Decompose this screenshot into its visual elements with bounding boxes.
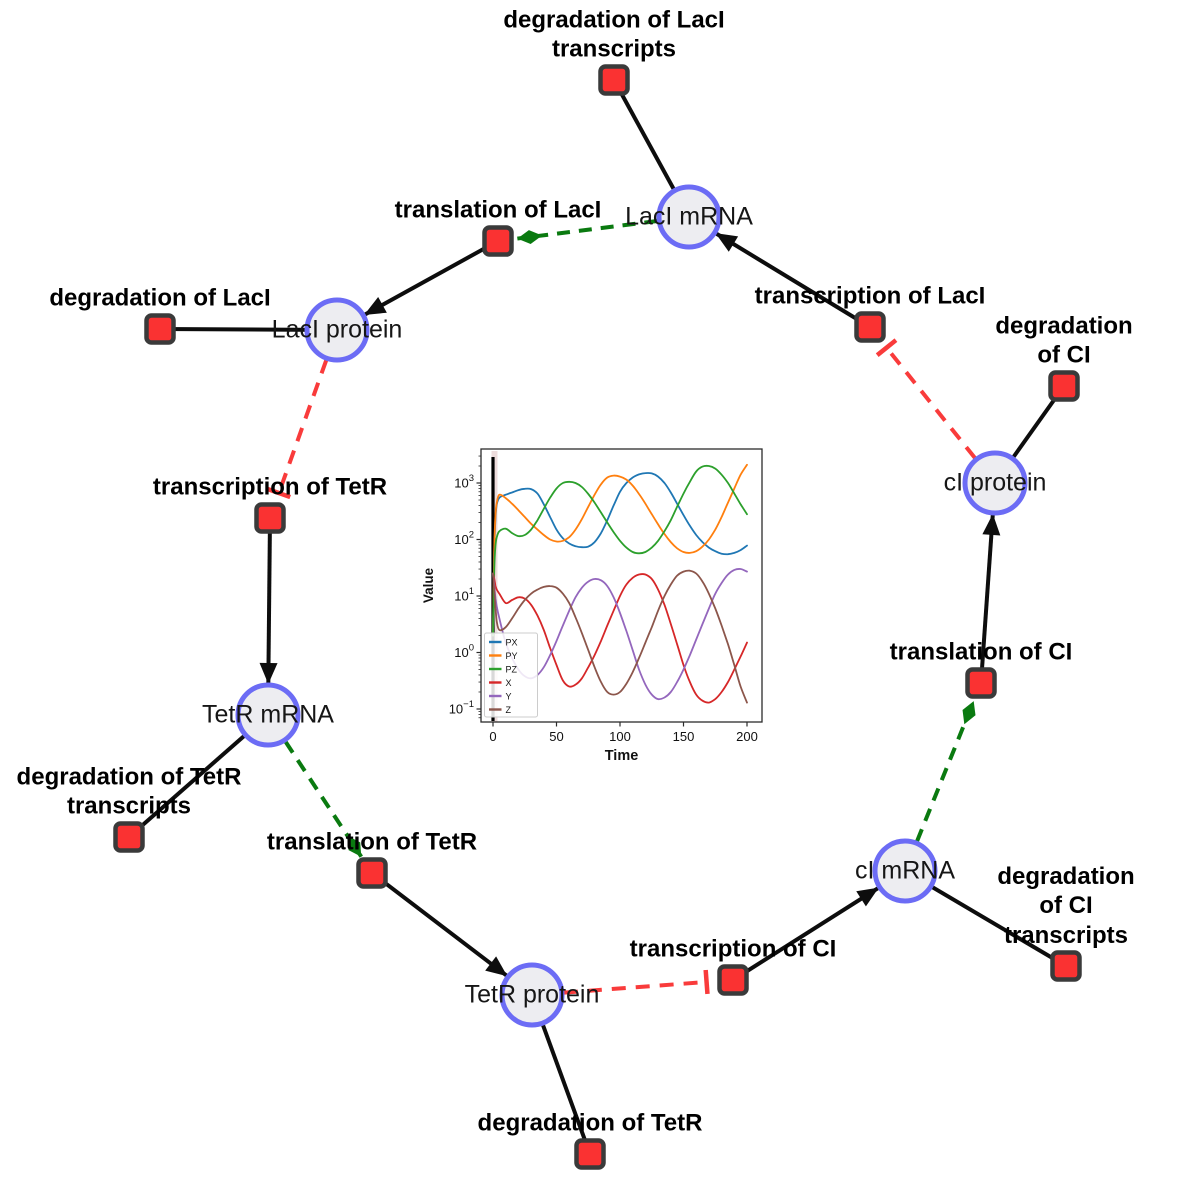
reaction-node-deg_laci[interactable] [144, 313, 176, 345]
species-node-ci_mrna[interactable] [872, 838, 938, 904]
legend-label-Z: Z [506, 705, 512, 715]
species-node-laci_protein[interactable] [304, 297, 370, 363]
edge-laci_protein-tr_tetr [266, 359, 329, 500]
chart-y-tick-label: 100 [454, 643, 474, 661]
chart-y-tick-label: 10−1 [449, 699, 474, 717]
species-node-tetr_protein[interactable] [499, 962, 565, 1028]
reaction-node-deg_tetr[interactable] [574, 1138, 606, 1170]
chart-frame [480, 448, 763, 723]
legend-label-X: X [506, 678, 512, 688]
chart-y-tick-label: 102 [454, 530, 474, 548]
edge-tl_tetr-tetr_protein [370, 871, 508, 978]
reaction-node-tr_tetr[interactable] [254, 502, 286, 534]
chart-y-tick-label: 101 [454, 586, 474, 604]
legend-label-PX: PX [506, 638, 518, 648]
reaction-node-tl_laci[interactable] [482, 225, 514, 257]
chart-series-line-X [492, 572, 748, 704]
legend-label-PZ: PZ [506, 665, 518, 675]
edge-tl_ci-ci_protein [979, 513, 1001, 684]
reaction-node-deg_ci_tx[interactable] [1050, 950, 1082, 982]
edge-tetr_protein-tr_ci [563, 969, 710, 995]
chart-x-axis-label: Time [605, 748, 639, 764]
chart-x-tick-label: 150 [673, 729, 695, 744]
edge-tl_laci-laci_protein [364, 239, 499, 317]
nodes-layer [113, 64, 1082, 1170]
edge-tr_tetr-tetr_mrna [259, 517, 278, 685]
chart-y-tick-label: 103 [454, 473, 474, 491]
edge-tr_ci-ci_mrna [731, 886, 880, 982]
edge-ci_protein-tr_laci [875, 338, 977, 460]
chart-x-tick-label: 50 [549, 729, 563, 744]
edge-ci_mrna-tl_ci [915, 700, 976, 843]
reaction-node-tl_tetr[interactable] [356, 857, 388, 889]
chart-series-line-Z [492, 569, 748, 704]
chart-inset: 0 50 100 150 200 10−1 100 101 102 103 Time Value PX P… [421, 448, 763, 764]
reaction-node-tl_ci[interactable] [965, 667, 997, 699]
chart-series-line-PY [492, 463, 748, 637]
chart-y-axis-label: Value [421, 567, 436, 603]
reaction-node-tr_ci[interactable] [717, 964, 749, 996]
reaction-node-tr_laci[interactable] [854, 311, 886, 343]
edge-tr_laci-laci_mrna [715, 231, 872, 329]
edge-laci_mrna-tl_laci [517, 219, 658, 244]
legend-label-PY: PY [506, 651, 518, 661]
reaction-node-deg_tetr_tx[interactable] [113, 821, 145, 853]
chart-series-line-PX [492, 472, 748, 637]
species-node-laci_mrna[interactable] [656, 184, 722, 250]
chart-series-line-PZ [492, 464, 748, 637]
reaction-node-deg_ci[interactable] [1048, 370, 1080, 402]
legend-label-Y: Y [506, 692, 512, 702]
species-node-tetr_mrna[interactable] [235, 682, 301, 748]
chart-x-tick-label: 0 [489, 729, 496, 744]
species-node-ci_protein[interactable] [962, 450, 1028, 516]
reaction-node-deg_laci_tx[interactable] [598, 64, 630, 96]
edge-tetr_mrna-tl_tetr [283, 740, 363, 858]
chart-x-tick-label: 200 [736, 729, 758, 744]
chart-x-tick-label: 100 [609, 729, 631, 744]
